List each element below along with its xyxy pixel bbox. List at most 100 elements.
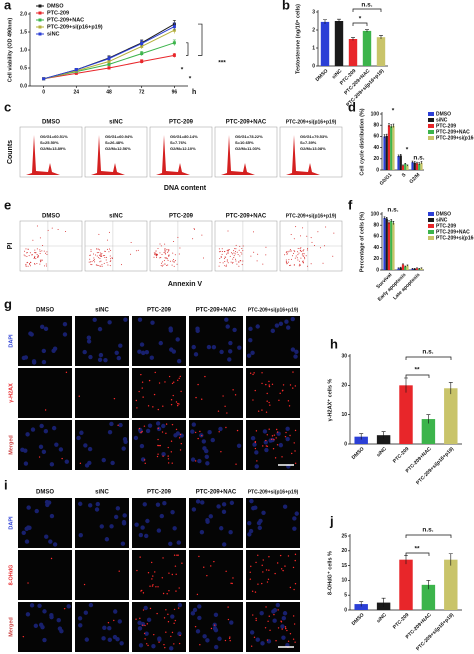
event <box>94 261 96 263</box>
event <box>303 249 305 251</box>
event <box>89 255 91 257</box>
nucleus <box>98 352 104 358</box>
foci <box>143 425 146 427</box>
event <box>168 254 170 256</box>
histogram <box>286 135 320 175</box>
foci <box>149 585 151 587</box>
foci <box>229 636 231 638</box>
event <box>36 262 38 264</box>
nucleus <box>86 335 92 340</box>
foci <box>171 423 174 426</box>
legend-label: siNC <box>436 217 448 223</box>
error-bar <box>383 134 386 139</box>
event <box>91 261 93 263</box>
foci <box>167 621 170 623</box>
nucleus <box>102 625 107 630</box>
panel-title: siNC <box>109 120 123 126</box>
foci <box>194 625 197 628</box>
histogram <box>26 135 60 175</box>
nucleus <box>213 612 219 617</box>
event <box>234 253 236 255</box>
event <box>39 259 41 261</box>
event <box>221 253 223 255</box>
foci <box>159 444 161 447</box>
event <box>285 262 287 264</box>
event <box>99 249 101 251</box>
bar <box>444 388 458 444</box>
nucleus <box>83 443 88 448</box>
foci <box>255 430 258 432</box>
event <box>232 261 234 263</box>
nucleus <box>51 348 56 353</box>
panel-letter: d <box>348 99 356 114</box>
foci <box>180 390 182 393</box>
event <box>97 265 99 267</box>
error-bar <box>390 219 393 222</box>
foci <box>144 462 146 465</box>
foci <box>63 607 66 610</box>
event <box>300 257 302 259</box>
x-axis-label: Annexin V <box>168 281 203 288</box>
nucleus <box>87 446 93 452</box>
event <box>324 245 326 247</box>
nucleus <box>254 464 259 469</box>
nucleus <box>113 609 118 614</box>
y-tick-label: 80 <box>373 223 379 229</box>
panel-title: DMSO <box>42 214 60 220</box>
foci <box>178 587 180 589</box>
nucleus <box>216 504 221 509</box>
nucleus <box>84 637 90 642</box>
event <box>304 257 306 259</box>
foci <box>289 632 292 635</box>
foci <box>141 387 143 389</box>
event <box>226 260 228 262</box>
foci <box>251 590 254 593</box>
event <box>164 250 166 252</box>
nucleus <box>284 319 289 324</box>
nucleus <box>83 610 89 615</box>
nucleus <box>26 505 31 510</box>
panel-letter: f <box>348 197 353 212</box>
x-axis-label: DNA content <box>164 185 207 192</box>
cell-cycle-stat: G0/G1=80.14% <box>170 134 198 139</box>
micrograph <box>189 550 243 600</box>
foci <box>153 393 156 396</box>
event <box>160 265 162 267</box>
cell-cycle-stat: G2/M=13.08% <box>300 146 326 151</box>
panel-letter: i <box>4 477 8 492</box>
event <box>296 257 298 259</box>
event <box>292 255 294 257</box>
foci <box>148 379 151 382</box>
foci <box>113 397 116 400</box>
foci <box>107 622 110 624</box>
event <box>325 226 327 228</box>
legend-swatch <box>428 218 434 222</box>
foci <box>261 582 263 585</box>
foci <box>265 606 267 608</box>
foci <box>226 412 228 414</box>
event <box>39 249 41 251</box>
event <box>137 249 139 251</box>
legend-label: siNC <box>436 117 448 123</box>
event <box>99 254 101 256</box>
nucleus <box>264 447 269 453</box>
legend-swatch <box>428 118 434 122</box>
micrograph <box>75 550 129 600</box>
foci <box>261 382 263 385</box>
event <box>306 249 308 251</box>
foci <box>177 402 179 405</box>
event <box>164 252 166 254</box>
foci <box>224 639 227 642</box>
nucleus <box>195 328 200 334</box>
event <box>162 261 164 263</box>
foci <box>282 384 285 386</box>
nucleus <box>25 612 31 617</box>
bar <box>406 165 409 170</box>
nucleus <box>48 539 53 544</box>
foci <box>173 622 175 625</box>
foci <box>277 609 279 611</box>
nucleus <box>78 623 83 628</box>
event <box>306 265 308 267</box>
event <box>156 253 158 255</box>
foci <box>118 570 120 572</box>
